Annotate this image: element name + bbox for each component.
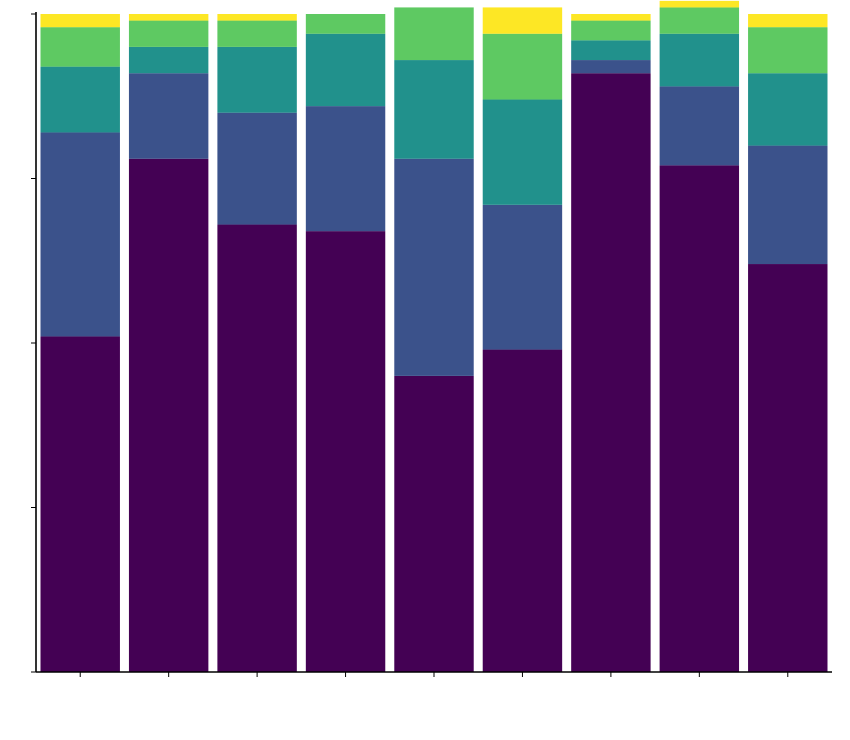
bar-segment-6-series-5 bbox=[482, 7, 563, 34]
bar-segment-9-series-5 bbox=[748, 14, 828, 28]
x-ticks-group bbox=[79, 672, 789, 677]
bar-segment-1-series-3 bbox=[40, 66, 120, 133]
bar-segment-9-series-1 bbox=[748, 264, 828, 672]
bar-segment-5-series-3 bbox=[394, 60, 474, 159]
bar-segment-6-series-1 bbox=[482, 349, 563, 672]
bar-segment-5-series-2 bbox=[394, 158, 474, 376]
bar-segment-8-series-4 bbox=[659, 7, 740, 34]
bar-segment-2-series-4 bbox=[128, 20, 209, 47]
bar-segment-9-series-4 bbox=[748, 27, 828, 74]
bar-segment-8-series-3 bbox=[659, 33, 740, 87]
bar-segment-2-series-1 bbox=[128, 158, 209, 672]
bar-segment-7-series-1 bbox=[571, 73, 651, 673]
bar-segment-8-series-1 bbox=[659, 165, 740, 672]
bar-segment-3-series-5 bbox=[217, 14, 297, 21]
bar-segment-5-series-1 bbox=[394, 375, 474, 672]
bar-segment-6-series-4 bbox=[482, 33, 563, 100]
bar-segment-7-series-3 bbox=[571, 40, 651, 61]
bar-segment-3-series-2 bbox=[217, 112, 297, 225]
bar-segment-6-series-2 bbox=[482, 204, 563, 350]
bar-segment-7-series-2 bbox=[571, 60, 651, 74]
bar-segment-2-series-5 bbox=[128, 14, 209, 21]
bar-segment-2-series-2 bbox=[128, 73, 209, 159]
bar-segment-8-series-5 bbox=[659, 0, 740, 8]
bar-segment-2-series-3 bbox=[128, 46, 209, 74]
y-ticks-group bbox=[31, 13, 36, 673]
bar-segment-1-series-4 bbox=[40, 27, 120, 67]
bar-segment-1-series-1 bbox=[40, 336, 120, 672]
bar-segment-1-series-5 bbox=[40, 14, 120, 28]
bar-segment-4-series-4 bbox=[305, 14, 386, 34]
bar-segment-1-series-2 bbox=[40, 132, 120, 337]
bar-segment-4-series-2 bbox=[305, 106, 386, 232]
bar-segment-4-series-1 bbox=[305, 231, 386, 672]
bar-segment-5-series-4 bbox=[394, 7, 474, 61]
bar-segment-3-series-3 bbox=[217, 46, 297, 113]
bar-segment-9-series-2 bbox=[748, 145, 828, 265]
bar-segment-3-series-1 bbox=[217, 224, 297, 672]
bar-segment-3-series-4 bbox=[217, 20, 297, 47]
bar-segment-9-series-3 bbox=[748, 73, 828, 146]
bar-segment-7-series-5 bbox=[571, 14, 651, 21]
bar-segment-6-series-3 bbox=[482, 99, 563, 205]
bar-segment-7-series-4 bbox=[571, 20, 651, 41]
bars-group bbox=[40, 0, 828, 673]
bar-segment-4-series-3 bbox=[305, 33, 386, 107]
bar-segment-8-series-2 bbox=[659, 86, 740, 166]
